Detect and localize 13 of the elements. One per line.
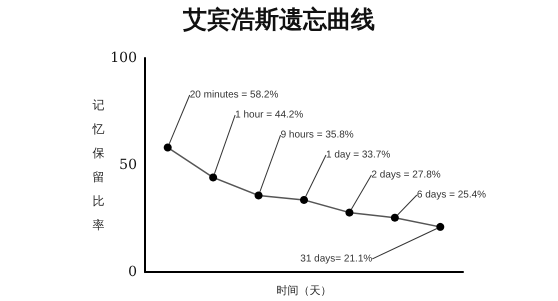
x-axis-title: 时间（天） — [276, 284, 332, 297]
data-label: 2 days = 27.8% — [371, 170, 441, 180]
y-tick-label: 100 — [110, 50, 137, 66]
data-label: 20 minutes = 58.2% — [190, 90, 278, 100]
data-label: 1 day = 33.7% — [326, 150, 390, 160]
data-label: 1 hour = 44.2% — [235, 110, 304, 120]
chart-title: 艾宾浩斯遗忘曲线 — [182, 4, 375, 34]
y-tick-label: 50 — [119, 157, 137, 174]
y-tick-label: 0 — [128, 264, 137, 280]
data-label: 9 hours = 35.8% — [280, 130, 354, 140]
data-label: 6 days = 25.4% — [416, 190, 486, 200]
y-axis-title: 记忆保留比率 — [91, 98, 104, 232]
data-label: 31 days= 21.1% — [300, 253, 372, 264]
